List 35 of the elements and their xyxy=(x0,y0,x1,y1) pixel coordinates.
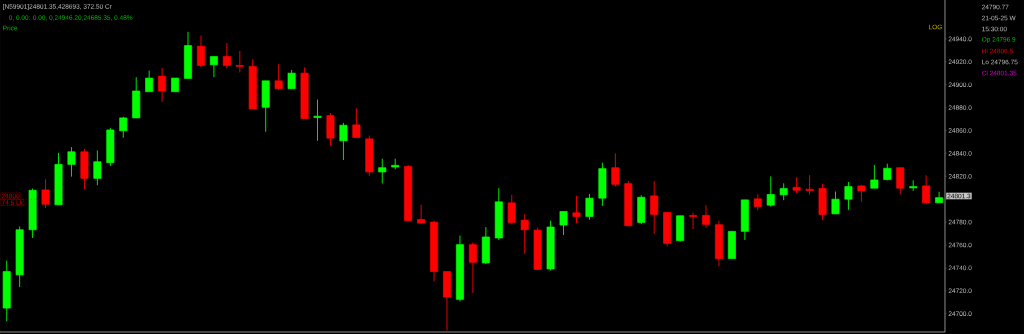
candlestick xyxy=(468,241,477,294)
candlestick xyxy=(145,70,154,93)
candlestick xyxy=(935,191,944,204)
candlestick xyxy=(313,99,322,142)
candlestick xyxy=(326,112,335,147)
candlestick xyxy=(93,149,102,186)
candlestick xyxy=(611,152,620,188)
candlestick xyxy=(222,42,231,69)
candlestick xyxy=(922,174,931,205)
candlestick xyxy=(805,174,814,196)
candlestick xyxy=(572,195,581,224)
candlestick xyxy=(689,212,698,230)
candlestick xyxy=(650,180,659,235)
candlestick xyxy=(339,122,348,161)
candlestick xyxy=(378,158,387,185)
candlestick xyxy=(507,194,516,225)
candlestick xyxy=(235,50,244,73)
candlestick xyxy=(844,181,853,211)
candlestick xyxy=(274,63,283,91)
candlestick xyxy=(41,178,50,209)
candlestick xyxy=(520,213,529,255)
candlestick xyxy=(559,210,568,236)
candlestick xyxy=(702,204,710,229)
candlestick xyxy=(585,193,594,221)
candlestick xyxy=(67,146,76,178)
candlestick xyxy=(766,175,775,207)
candlestick xyxy=(209,56,218,78)
candlestick xyxy=(896,167,905,195)
candlestick xyxy=(870,164,879,189)
candlestick xyxy=(158,67,167,103)
candlestick xyxy=(417,204,426,224)
candlestick xyxy=(831,191,840,215)
candlestick xyxy=(287,69,296,90)
candlestick xyxy=(352,107,361,138)
candlestick xyxy=(196,35,205,68)
